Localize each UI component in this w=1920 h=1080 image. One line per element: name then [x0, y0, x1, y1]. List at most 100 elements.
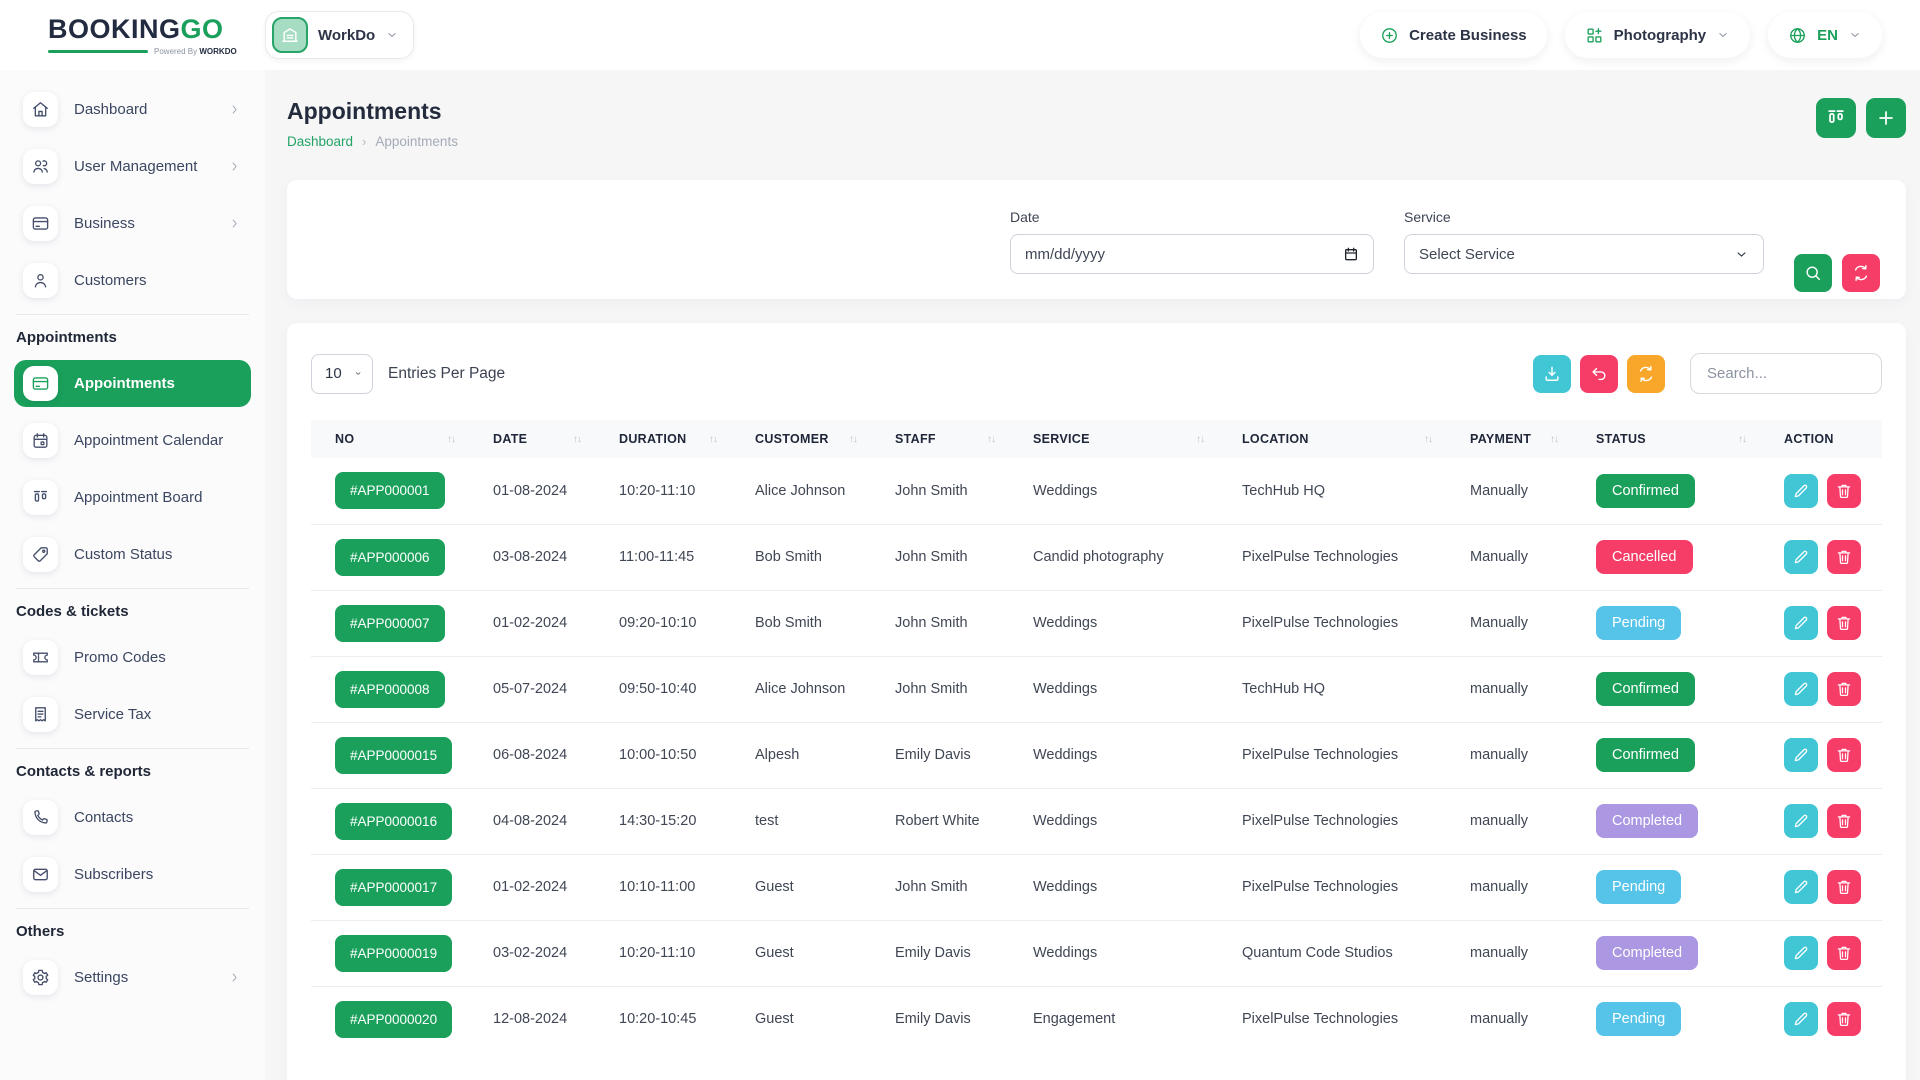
cell-staff: Emily Davis	[895, 747, 971, 763]
sort-icon[interactable]: ↑↓	[849, 433, 858, 445]
cell-payment: manually	[1470, 747, 1529, 763]
delete-button[interactable]	[1827, 804, 1861, 838]
edit-button[interactable]	[1784, 870, 1818, 904]
cell-payment: manually	[1470, 1011, 1529, 1028]
cell-location: TechHub HQ	[1242, 482, 1326, 499]
edit-button[interactable]	[1784, 473, 1818, 508]
mail-icon	[23, 857, 58, 892]
language-selector[interactable]: EN	[1768, 12, 1882, 58]
appointment-board-button[interactable]	[1816, 98, 1856, 138]
cell-date: 05-07-2024	[493, 681, 568, 697]
sidebar-item-appointment-board[interactable]: Appointment Board	[14, 474, 251, 521]
sidebar-item-contacts[interactable]: Contacts	[14, 794, 251, 841]
sidebar-item-dashboard[interactable]: Dashboard	[14, 86, 251, 133]
edit-button[interactable]	[1784, 606, 1818, 640]
appointment-no-badge[interactable]: #APP000001	[335, 472, 445, 510]
phone-icon	[23, 800, 58, 835]
sort-icon[interactable]: ↑↓	[709, 433, 718, 445]
cell-duration: 10:20-11:10	[619, 945, 696, 961]
breadcrumb-dashboard-link[interactable]: Dashboard	[287, 134, 354, 149]
cell-service: Weddings	[1033, 615, 1098, 631]
delete-button[interactable]	[1827, 606, 1861, 640]
add-appointment-button[interactable]	[1866, 98, 1906, 138]
edit-button[interactable]	[1784, 738, 1818, 772]
sidebar-item-user-management[interactable]: User Management	[14, 143, 251, 190]
delete-button[interactable]	[1827, 540, 1861, 574]
delete-button[interactable]	[1827, 738, 1861, 772]
sidebar-item-service-tax[interactable]: Service Tax	[14, 691, 251, 738]
topbar: BOOKINGGO Powered By WORKDO WorkDo Creat…	[0, 0, 1920, 70]
date-input[interactable]: mm/dd/yyyy	[1010, 234, 1374, 274]
appointment-no-badge[interactable]: #APP0000019	[335, 934, 453, 972]
status-badge: Confirmed	[1596, 672, 1695, 706]
filter-reset-button[interactable]	[1842, 254, 1880, 292]
chevron-down-icon	[1734, 247, 1749, 262]
table-row: #APP0000020 12-08-2024 10:20-10:45 Guest Emi…	[311, 985, 1882, 1052]
sort-icon[interactable]: ↑↓	[987, 433, 996, 445]
delete-button[interactable]	[1827, 936, 1861, 970]
service-select[interactable]: Select Service	[1404, 234, 1764, 274]
sort-icon[interactable]: ↑↓	[1550, 433, 1559, 445]
column-header-no[interactable]: NO ↑↓	[311, 420, 469, 458]
sidebar-item-appointment-calendar[interactable]: Appointment Calendar	[14, 417, 251, 464]
sidebar-item-promo-codes[interactable]: Promo Codes	[14, 634, 251, 681]
sidebar-item-customers[interactable]: Customers	[14, 257, 251, 304]
delete-button[interactable]	[1827, 870, 1861, 904]
appointment-no-badge[interactable]: #APP000006	[335, 538, 445, 576]
cell-customer: Guest	[755, 945, 794, 961]
create-business-label: Create Business	[1409, 26, 1527, 44]
undo-button[interactable]	[1580, 354, 1618, 393]
sort-icon[interactable]: ↑↓	[447, 433, 456, 445]
appointment-no-badge[interactable]: #APP000008	[335, 670, 445, 708]
refresh-button[interactable]	[1627, 354, 1665, 393]
edit-button[interactable]	[1784, 1002, 1818, 1037]
sidebar-item-subscribers[interactable]: Subscribers	[14, 851, 251, 898]
calendar-icon	[23, 423, 58, 458]
sort-icon[interactable]: ↑↓	[573, 433, 582, 445]
column-header-service[interactable]: SERVICE ↑↓	[1009, 420, 1218, 458]
appointment-no-badge[interactable]: #APP0000020	[335, 1000, 453, 1038]
status-badge: Confirmed	[1596, 738, 1695, 772]
sidebar-item-appointments[interactable]: Appointments	[14, 360, 251, 407]
entries-per-page-select[interactable]: 10	[311, 353, 373, 394]
export-download-button[interactable]	[1533, 354, 1571, 393]
appointment-no-badge[interactable]: #APP0000015	[335, 736, 453, 774]
workspace-selector[interactable]: WorkDo	[265, 11, 415, 59]
edit-button[interactable]	[1784, 540, 1818, 574]
column-header-customer[interactable]: CUSTOMER ↑↓	[731, 420, 871, 458]
table-search-input[interactable]	[1690, 353, 1882, 394]
column-header-status[interactable]: STATUS ↑↓	[1572, 420, 1760, 458]
filter-search-button[interactable]	[1794, 254, 1832, 292]
edit-button[interactable]	[1784, 804, 1818, 838]
business-type-selector[interactable]: Photography	[1564, 12, 1751, 58]
cell-location: PixelPulse Technologies	[1242, 549, 1399, 565]
delete-button[interactable]	[1827, 473, 1861, 508]
cell-payment: manually	[1470, 945, 1529, 961]
sidebar-item-business[interactable]: Business	[14, 200, 251, 247]
create-business-button[interactable]: Create Business	[1360, 12, 1547, 58]
sort-icon[interactable]: ↑↓	[1738, 433, 1747, 445]
filter-panel: Date mm/dd/yyyy Service Select Service	[287, 180, 1906, 299]
chevron-right-icon	[228, 103, 241, 116]
plus-circle-icon	[1380, 26, 1399, 45]
appointment-no-badge[interactable]: #APP0000017	[335, 868, 453, 906]
delete-button[interactable]	[1827, 672, 1861, 706]
sort-icon[interactable]: ↑↓	[1424, 433, 1433, 445]
edit-button[interactable]	[1784, 936, 1818, 970]
edit-button[interactable]	[1784, 672, 1818, 706]
column-header-date[interactable]: DATE ↑↓	[469, 420, 595, 458]
column-header-payment[interactable]: PAYMENT ↑↓	[1446, 420, 1572, 458]
appointment-no-badge[interactable]: #APP0000016	[335, 802, 453, 840]
column-header-duration[interactable]: DURATION ↑↓	[595, 420, 731, 458]
appointment-no-badge[interactable]: #APP000007	[335, 604, 445, 642]
cell-service: Weddings	[1033, 879, 1098, 895]
sort-icon[interactable]: ↑↓	[1196, 433, 1205, 445]
column-header-staff[interactable]: STAFF ↑↓	[871, 420, 1009, 458]
column-header-action: ACTION	[1760, 420, 1882, 458]
sidebar-item-custom-status[interactable]: Custom Status	[14, 531, 251, 578]
sidebar-item-label: Custom Status	[74, 546, 173, 563]
column-header-location[interactable]: LOCATION ↑↓	[1218, 420, 1446, 458]
sidebar-item-settings[interactable]: Settings	[14, 954, 251, 1001]
delete-button[interactable]	[1827, 1002, 1861, 1037]
users-icon	[23, 149, 58, 184]
